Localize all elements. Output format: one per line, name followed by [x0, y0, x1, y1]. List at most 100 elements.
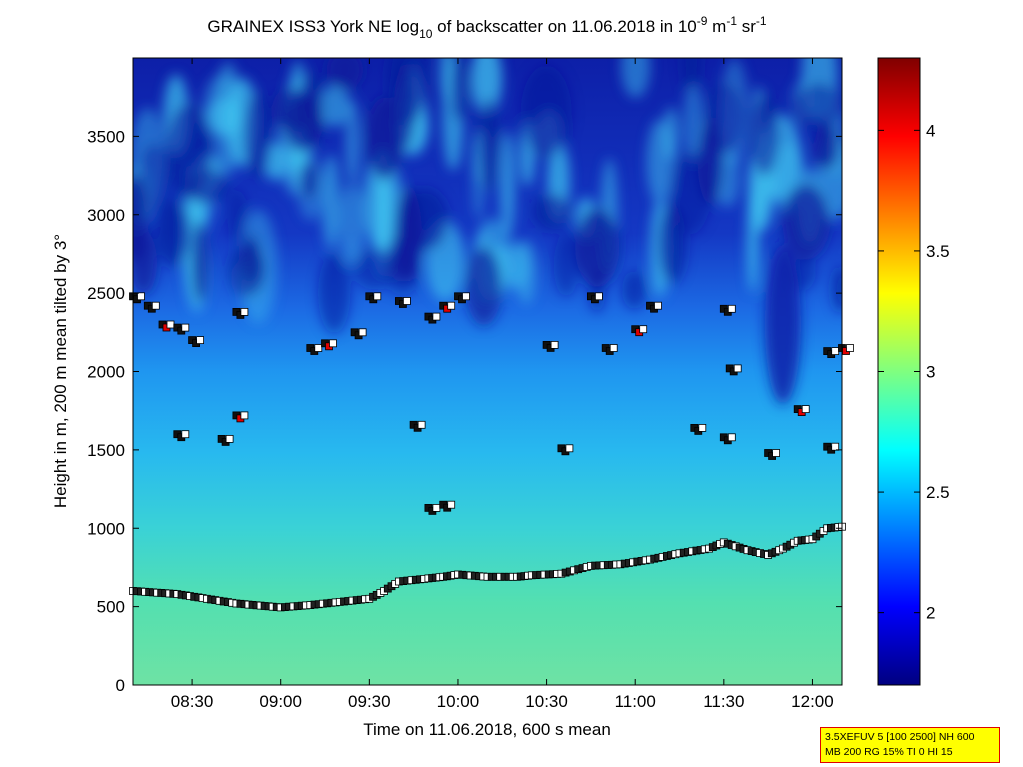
aerosol-layer-marker: [137, 292, 145, 301]
texture-streak-dark: [191, 220, 208, 303]
colorbar-tick-label: 4: [926, 121, 935, 140]
texture-streak-dark: [353, 247, 395, 290]
aerosol-layer-marker: [329, 339, 337, 348]
y-tick-label: 2500: [87, 284, 125, 303]
texture-dark-channel: [764, 244, 801, 405]
texture-streak-dark: [532, 193, 571, 231]
aerosol-layer-marker: [240, 411, 249, 420]
texture-streak-dark: [832, 266, 842, 313]
texture-streak-light: [362, 150, 403, 252]
colorbar-ticks: 2 2.5 3 3.5 4: [878, 121, 950, 623]
texture-streak-light: [683, 80, 704, 164]
aerosol-layer-marker: [727, 433, 736, 442]
texture-streak-dark: [244, 91, 271, 178]
colorbar: [877, 57, 921, 686]
texture-streak-dark: [318, 252, 351, 334]
x-tick-label: 11:00: [615, 692, 656, 711]
y-tick-label: 0: [116, 676, 125, 695]
aerosol-layer-marker: [417, 420, 426, 429]
aerosol-layer-marker: [801, 405, 810, 414]
texture-streak-light: [746, 189, 759, 293]
texture-streak-dark: [465, 246, 502, 326]
aerosol-layer-marker: [314, 344, 323, 352]
texture-streak-dark: [750, 94, 779, 177]
texture-streak-dark: [156, 199, 191, 267]
texture-streak-dark: [657, 204, 687, 284]
texture-streak-dark: [575, 207, 620, 288]
texture-streak-dark: [165, 102, 212, 200]
aerosol-layer-marker: [151, 301, 160, 310]
y-tick-label: 3000: [87, 206, 125, 225]
texture-streak-dark: [133, 174, 148, 263]
info-line-2: MB 200 RG 15% TI 0 HI 15: [825, 746, 953, 758]
x-tick-label: 09:30: [348, 692, 391, 711]
texture-streak-dark: [477, 97, 500, 192]
texture-streak-dark: [299, 160, 318, 199]
texture-streak-dark: [814, 123, 840, 171]
texture-streak-light: [646, 119, 674, 205]
colorbar-tick-label: 3.5: [926, 242, 950, 261]
y-tick-label: 500: [97, 598, 125, 617]
backscatter-texture: [133, 58, 842, 405]
texture-streak-dark: [449, 58, 470, 122]
x-axis: 08:30 09:00 09:30 10:00 10:30 11:00 11:30 12:00: [171, 58, 834, 711]
texture-streak-light: [499, 130, 516, 239]
texture-streak-dark: [227, 189, 248, 243]
x-axis-label: Time on 11.06.2018, 600 s mean: [363, 720, 611, 739]
aerosol-layer-marker: [447, 500, 456, 509]
texture-streak-dark: [782, 183, 830, 261]
aerosol-layer-marker: [240, 307, 249, 316]
colorbar-tick-label: 2.5: [926, 483, 950, 502]
aerosol-layer-marker: [595, 292, 603, 301]
y-tick-label: 3500: [87, 127, 125, 146]
texture-streak-dark: [704, 81, 746, 154]
aerosol-layer-marker: [373, 292, 382, 301]
texture-streak-light: [471, 58, 503, 115]
aerosol-layer-marker: [181, 323, 190, 332]
y-axis-label: Height in m, 200 m mean tilted by 3°: [51, 234, 70, 508]
y-tick-label: 1000: [87, 519, 125, 538]
colorbar-tick-label: 3: [926, 363, 935, 382]
aerosol-layer-marker: [550, 340, 559, 349]
texture-streak-light: [345, 99, 360, 186]
aerosol-layer-marker: [772, 449, 780, 457]
texture-streak-dark: [283, 94, 323, 153]
texture-streak-dark: [553, 233, 579, 297]
x-tick-label: 10:00: [437, 692, 480, 711]
aerosol-layer-marker: [654, 301, 662, 310]
aerosol-layer-marker: [447, 301, 456, 310]
plot-area: [133, 58, 842, 685]
aerosol-layer-marker: [432, 312, 441, 321]
texture-streak-dark: [137, 142, 170, 211]
aerosol-layer-marker: [196, 336, 205, 345]
aerosol-layer-marker: [846, 344, 854, 352]
y-tick-label: 2000: [87, 363, 125, 382]
texture-streak-dark: [793, 82, 842, 129]
texture-streak-dark: [326, 58, 364, 91]
info-box: 3.5XEFUV 5 [100 2500] NH 600 MB 200 RG 1…: [820, 727, 1000, 763]
texture-streak-light: [621, 58, 651, 98]
aerosol-layer-marker: [402, 297, 411, 305]
aerosol-layer-marker: [639, 325, 648, 334]
chart-title: GRAINEX ISS3 York NE log10 of backscatte…: [207, 14, 766, 41]
layer-markers: [129, 292, 854, 612]
aerosol-layer-marker: [462, 292, 470, 301]
aerosol-layer-marker: [181, 430, 190, 439]
x-tick-label: 09:00: [259, 692, 302, 711]
y-tick-label: 1500: [87, 441, 125, 460]
texture-streak-dark: [228, 244, 267, 298]
aerosol-layer-marker: [733, 364, 742, 373]
aerosol-layer-marker: [831, 347, 840, 356]
aerosol-layer-marker: [432, 503, 441, 512]
x-tick-label: 12:00: [791, 692, 834, 711]
info-line-1: 3.5XEFUV 5 [100 2500] NH 600: [825, 731, 975, 743]
colorbar-tick-label: 2: [926, 604, 935, 623]
texture-streak-light: [319, 84, 350, 128]
aerosol-layer-marker: [831, 442, 840, 451]
aerosol-layer-marker: [166, 320, 175, 329]
aerosol-layer-marker: [609, 344, 618, 352]
texture-streak-light: [503, 241, 529, 291]
aerosol-layer-marker: [358, 328, 367, 337]
